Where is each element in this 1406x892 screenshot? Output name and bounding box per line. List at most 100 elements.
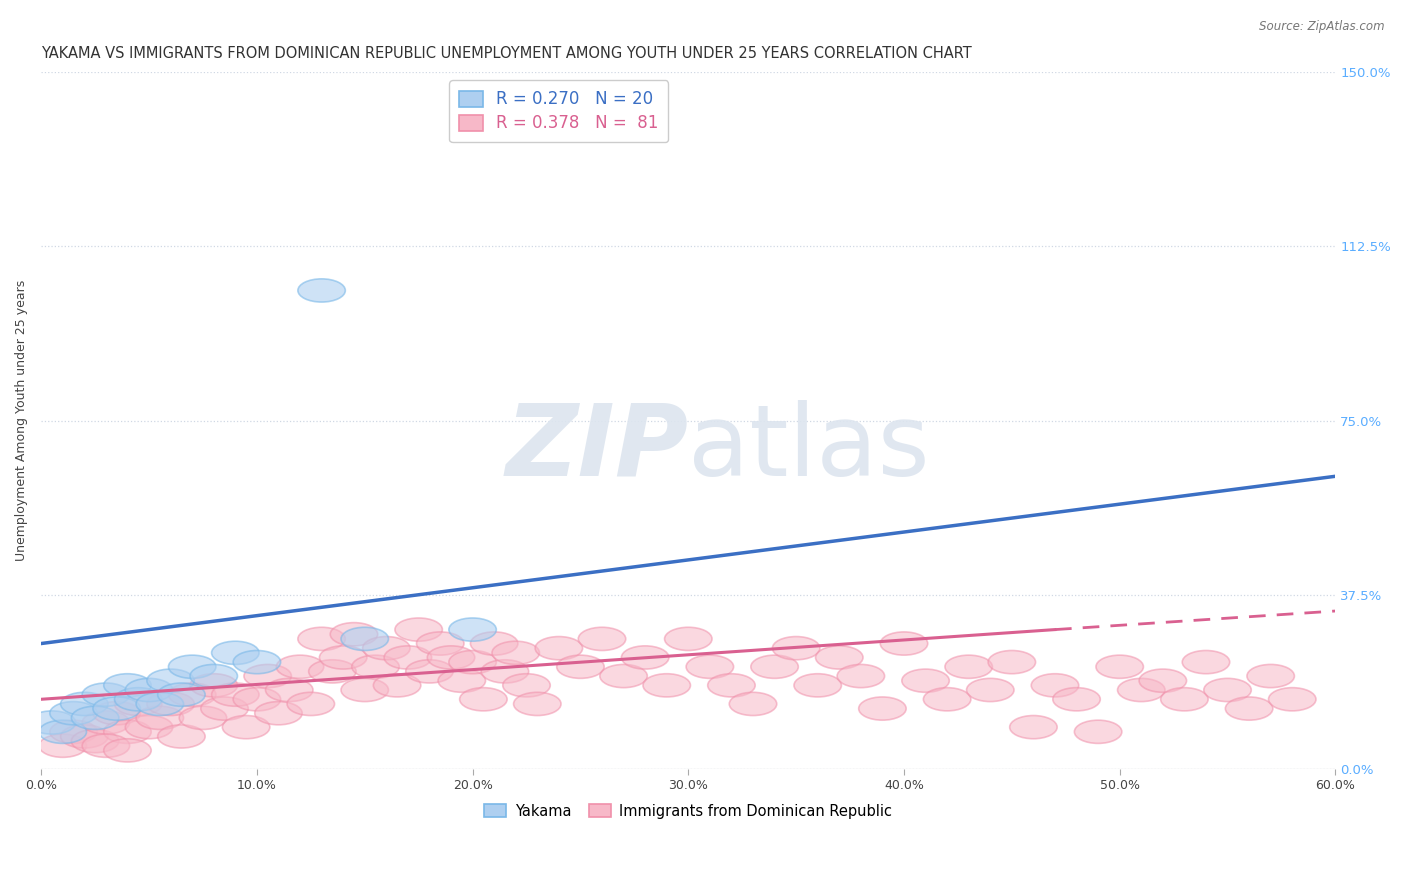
Ellipse shape: [49, 702, 97, 725]
Ellipse shape: [837, 665, 884, 688]
Ellipse shape: [330, 623, 378, 646]
Ellipse shape: [449, 650, 496, 673]
Ellipse shape: [266, 678, 314, 702]
Ellipse shape: [395, 618, 443, 641]
Ellipse shape: [82, 734, 129, 757]
Text: atlas: atlas: [689, 400, 929, 497]
Ellipse shape: [1268, 688, 1316, 711]
Ellipse shape: [460, 688, 508, 711]
Ellipse shape: [643, 673, 690, 697]
Ellipse shape: [1074, 720, 1122, 743]
Ellipse shape: [136, 706, 184, 730]
Ellipse shape: [179, 706, 226, 730]
Ellipse shape: [93, 702, 141, 725]
Ellipse shape: [471, 632, 517, 655]
Ellipse shape: [406, 660, 453, 683]
Ellipse shape: [211, 683, 259, 706]
Ellipse shape: [298, 279, 346, 302]
Text: Source: ZipAtlas.com: Source: ZipAtlas.com: [1260, 20, 1385, 33]
Ellipse shape: [298, 627, 346, 650]
Ellipse shape: [859, 697, 905, 720]
Ellipse shape: [1247, 665, 1295, 688]
Ellipse shape: [901, 669, 949, 692]
Ellipse shape: [578, 627, 626, 650]
Ellipse shape: [254, 702, 302, 725]
Ellipse shape: [1010, 715, 1057, 739]
Ellipse shape: [707, 673, 755, 697]
Ellipse shape: [146, 669, 194, 692]
Ellipse shape: [169, 683, 217, 706]
Ellipse shape: [93, 697, 141, 720]
Text: ZIP: ZIP: [505, 400, 689, 497]
Ellipse shape: [319, 646, 367, 669]
Ellipse shape: [82, 711, 129, 734]
Ellipse shape: [794, 673, 841, 697]
Ellipse shape: [114, 692, 162, 715]
Ellipse shape: [621, 646, 669, 669]
Ellipse shape: [125, 678, 173, 702]
Ellipse shape: [880, 632, 928, 655]
Ellipse shape: [72, 730, 120, 753]
Ellipse shape: [374, 673, 420, 697]
Ellipse shape: [157, 725, 205, 748]
Ellipse shape: [427, 646, 475, 669]
Text: YAKAMA VS IMMIGRANTS FROM DOMINICAN REPUBLIC UNEMPLOYMENT AMONG YOUTH UNDER 25 Y: YAKAMA VS IMMIGRANTS FROM DOMINICAN REPU…: [41, 46, 972, 62]
Legend: Yakama, Immigrants from Dominican Republic: Yakama, Immigrants from Dominican Republ…: [478, 797, 898, 824]
Ellipse shape: [28, 711, 76, 734]
Ellipse shape: [211, 641, 259, 665]
Ellipse shape: [352, 655, 399, 678]
Ellipse shape: [686, 655, 734, 678]
Ellipse shape: [60, 692, 108, 715]
Ellipse shape: [924, 688, 972, 711]
Ellipse shape: [245, 665, 291, 688]
Ellipse shape: [439, 669, 485, 692]
Ellipse shape: [222, 715, 270, 739]
Ellipse shape: [233, 688, 281, 711]
Ellipse shape: [492, 641, 540, 665]
Ellipse shape: [233, 650, 281, 673]
Ellipse shape: [449, 618, 496, 641]
Ellipse shape: [600, 665, 647, 688]
Ellipse shape: [1182, 650, 1230, 673]
Ellipse shape: [384, 646, 432, 669]
Ellipse shape: [481, 660, 529, 683]
Y-axis label: Unemployment Among Youth under 25 years: Unemployment Among Youth under 25 years: [15, 280, 28, 561]
Ellipse shape: [157, 683, 205, 706]
Ellipse shape: [1095, 655, 1143, 678]
Ellipse shape: [1139, 669, 1187, 692]
Ellipse shape: [136, 692, 184, 715]
Ellipse shape: [416, 632, 464, 655]
Ellipse shape: [1053, 688, 1101, 711]
Ellipse shape: [201, 697, 249, 720]
Ellipse shape: [945, 655, 993, 678]
Ellipse shape: [146, 692, 194, 715]
Ellipse shape: [114, 688, 162, 711]
Ellipse shape: [169, 655, 217, 678]
Ellipse shape: [815, 646, 863, 669]
Ellipse shape: [39, 734, 87, 757]
Ellipse shape: [363, 637, 411, 660]
Ellipse shape: [665, 627, 711, 650]
Ellipse shape: [342, 627, 388, 650]
Ellipse shape: [1226, 697, 1272, 720]
Ellipse shape: [60, 725, 108, 748]
Ellipse shape: [557, 655, 605, 678]
Ellipse shape: [342, 678, 388, 702]
Ellipse shape: [82, 683, 129, 706]
Ellipse shape: [309, 660, 356, 683]
Ellipse shape: [104, 720, 152, 743]
Ellipse shape: [988, 650, 1036, 673]
Ellipse shape: [1118, 678, 1166, 702]
Ellipse shape: [125, 715, 173, 739]
Ellipse shape: [277, 655, 323, 678]
Ellipse shape: [72, 706, 120, 730]
Ellipse shape: [1161, 688, 1208, 711]
Ellipse shape: [730, 692, 776, 715]
Ellipse shape: [49, 720, 97, 743]
Ellipse shape: [536, 637, 582, 660]
Ellipse shape: [190, 665, 238, 688]
Ellipse shape: [1031, 673, 1078, 697]
Ellipse shape: [287, 692, 335, 715]
Ellipse shape: [772, 637, 820, 660]
Ellipse shape: [503, 673, 550, 697]
